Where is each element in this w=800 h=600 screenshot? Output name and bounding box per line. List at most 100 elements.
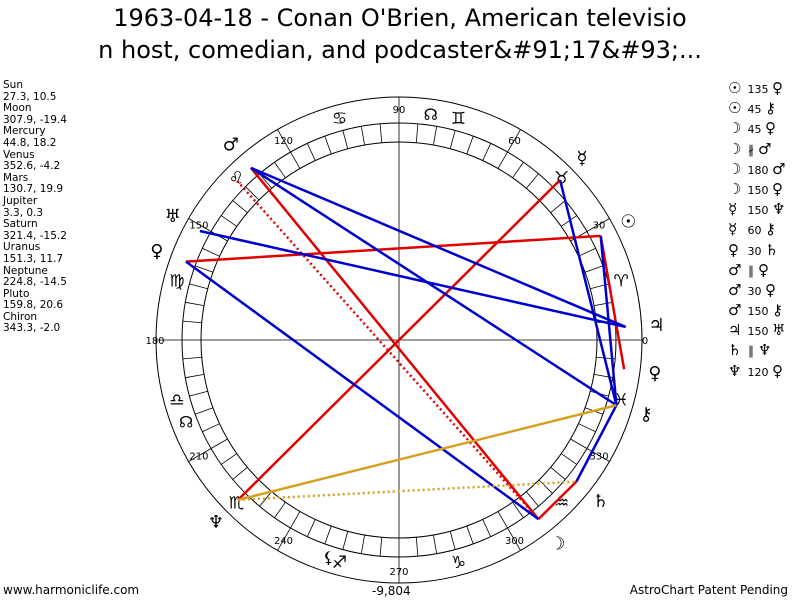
- planet-coords-uranus: 151.3, 11.7: [3, 252, 64, 265]
- degree-tick: [324, 135, 332, 155]
- degree-tick: [466, 525, 474, 545]
- planet-coords-jupiter: 3.3, 0.3: [3, 206, 44, 219]
- aspect-row: ☽ 150 ♀: [728, 179, 788, 199]
- degree-tick: [560, 453, 577, 465]
- degree-tick: [466, 135, 474, 155]
- aspect-planet1-icon: ☽: [728, 139, 742, 158]
- degree-tick: [194, 407, 214, 415]
- aspect-planet1-icon: ☽: [728, 179, 742, 198]
- aspect-line: [237, 404, 617, 502]
- footer-site: www.harmoniclife.com: [3, 583, 140, 597]
- degree-label: 60: [508, 136, 521, 147]
- aspect-planet1-icon: ☉: [728, 79, 742, 97]
- planet-moon-icon: ☽: [549, 534, 565, 555]
- planet-name-moon: Moon: [3, 102, 32, 115]
- degree-tick: [570, 438, 588, 449]
- aspect-row: ♃ 150 ♅: [728, 320, 788, 340]
- aspect-planet1-icon: ♀: [728, 240, 739, 259]
- planet-coords-mars: 130.7, 19.9: [3, 183, 64, 196]
- aspect-row: ☽ ∦ ♂: [728, 139, 788, 159]
- aspect-row: ♆ 120 ♀: [728, 361, 788, 381]
- planet-venus-icon: ♀: [648, 363, 661, 384]
- degree-tick: [550, 466, 566, 480]
- degree-tick: [512, 162, 524, 179]
- planet-coords-neptune: 224.8, -14.5: [3, 276, 67, 289]
- aspect-planet2-icon: ♂: [772, 159, 786, 178]
- zodiac-sign-icon: ♐: [332, 553, 347, 573]
- aspect-row: ♂ ∥ ♀: [728, 260, 788, 280]
- zodiac-sign-icon: ♓: [614, 391, 629, 411]
- sign-boundary: [507, 527, 521, 551]
- aspect-angle: 45: [744, 123, 765, 137]
- planet-neptune-icon: ♆: [208, 512, 224, 533]
- zodiac-sign-icon: ♌: [229, 168, 244, 188]
- degree-tick: [189, 283, 208, 290]
- degree-tick: [182, 320, 202, 324]
- aspect-planet2-icon: ⚷: [772, 301, 783, 320]
- aspect-angle: 45: [744, 103, 765, 117]
- degree-tick: [306, 143, 316, 161]
- aspect-row: ☿ 60 ⚷: [728, 219, 788, 239]
- degree-tick: [379, 123, 383, 143]
- degree-tick: [189, 390, 208, 397]
- degree-label: 330: [590, 452, 609, 463]
- degree-tick: [360, 126, 366, 146]
- aspect-row: ♂ 30 ♀: [728, 280, 788, 300]
- aspect-planet1-icon: ♆: [728, 361, 742, 380]
- aspect-planet2-icon: ♀: [772, 179, 783, 198]
- degree-tick: [342, 130, 349, 149]
- aspect-planet1-icon: ♂: [728, 260, 742, 279]
- sign-boundary: [277, 129, 291, 153]
- aspect-planet2-icon: ♂: [758, 139, 772, 158]
- zodiac-sign-icon: ♑: [451, 553, 466, 573]
- aspect-planet1-icon: ☿: [728, 200, 738, 219]
- degree-tick: [232, 200, 248, 214]
- aspect-row: ☿ 150 ♆: [728, 199, 788, 219]
- aspect-row: ♄ ∥ ♆: [728, 340, 788, 360]
- aspect-planet1-icon: ♄: [728, 341, 742, 360]
- planet-name-mercury: Mercury: [3, 125, 46, 138]
- degree-label: 120: [274, 136, 293, 147]
- node-icon: ☊: [179, 413, 193, 432]
- planet-pluto-icon: ♀: [150, 241, 163, 262]
- aspect-angle: 150: [744, 325, 772, 339]
- parallel-symbol: ∦: [748, 142, 754, 157]
- degree-label: 30: [593, 221, 606, 232]
- degree-label: 0: [642, 336, 648, 347]
- planet-mercury-icon: ☿: [577, 148, 588, 169]
- aspect-line: [237, 179, 561, 501]
- sign-boundary: [188, 448, 212, 462]
- zodiac-sign-icon: ♎: [169, 391, 184, 411]
- degree-tick: [290, 511, 301, 529]
- degree-tick: [584, 265, 604, 273]
- aspect-row: ☉ 135 ♀: [728, 78, 788, 98]
- aspect-planet2-icon: ♆: [758, 341, 772, 360]
- degree-tick: [525, 491, 539, 507]
- aspect-planet2-icon: ♀: [772, 361, 783, 380]
- aspect-line: [599, 235, 626, 370]
- aspect-planet1-icon: ♂: [728, 301, 742, 320]
- aspect-planet2-icon: ♆: [772, 200, 786, 219]
- aspect-angle: 135: [744, 83, 772, 96]
- sign-boundary: [586, 448, 610, 462]
- planet-coords-moon: 307.9, -19.4: [3, 113, 67, 126]
- degree-label: 150: [189, 221, 208, 232]
- aspect-planet1-icon: ♃: [728, 321, 742, 340]
- chart-title-line1: 1963-04-18 - Conan O'Brien, American tel…: [113, 4, 687, 32]
- zodiac-sign-icon: ♈: [614, 271, 629, 291]
- degree-tick: [497, 151, 508, 169]
- degree-label: 300: [505, 536, 524, 547]
- aspect-row: ♂ 150 ⚷: [728, 300, 788, 320]
- degree-tick: [432, 534, 438, 554]
- planet-chiron-icon: ⚷: [640, 404, 653, 425]
- parallel-symbol: ∥: [748, 263, 754, 278]
- aspect-planet1-icon: ☽: [728, 119, 742, 138]
- degree-tick: [578, 247, 596, 257]
- aspect-planet2-icon: ♀: [765, 280, 776, 299]
- degree-tick: [578, 423, 596, 433]
- degree-tick: [306, 519, 316, 537]
- planet-saturn-icon: ♄: [593, 491, 609, 512]
- aspect-row: ☉ 45 ⚷: [728, 98, 788, 118]
- planet-jupiter-icon: ♃: [649, 315, 665, 336]
